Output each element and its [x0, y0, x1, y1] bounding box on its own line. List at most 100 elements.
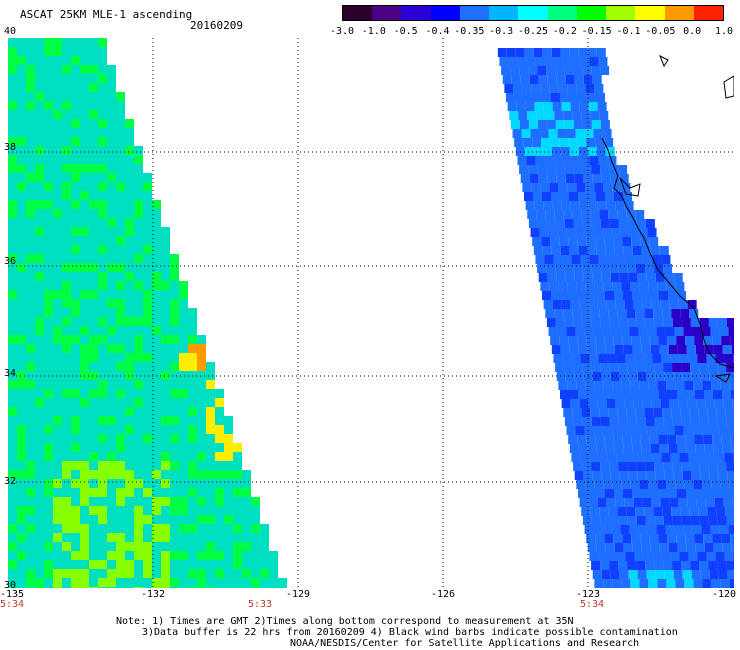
- swath-pixel: [26, 560, 35, 569]
- swath-pixel: [35, 92, 44, 101]
- swath-pixel: [260, 542, 269, 551]
- swath-pixel: [215, 407, 224, 416]
- swath-pixel: [80, 119, 89, 128]
- swath-pixel: [26, 515, 35, 524]
- swath-pixel: [125, 155, 134, 164]
- swath-pixel: [568, 336, 578, 345]
- swath-pixel: [53, 164, 62, 173]
- note-line-1: Note: 1) Times are GMT 2)Times along bot…: [116, 616, 574, 627]
- swath-pixel: [35, 470, 44, 479]
- swath-pixel: [582, 120, 592, 129]
- swath-pixel: [80, 254, 89, 263]
- swath-pixel: [98, 308, 107, 317]
- swath-pixel: [26, 245, 35, 254]
- swath-pixel: [62, 587, 71, 588]
- swath-pixel: [26, 74, 35, 83]
- swath-pixel: [44, 344, 53, 353]
- swath-pixel: [89, 461, 98, 470]
- colorbar-tick-label: -0.1: [616, 26, 641, 37]
- swath-pixel: [71, 101, 80, 110]
- swath-pixel: [632, 489, 641, 498]
- swath-pixel: [188, 317, 197, 326]
- swath-pixel: [98, 146, 107, 155]
- swath-pixel: [44, 290, 53, 299]
- swath-pixel: [71, 479, 80, 488]
- swath-pixel: [161, 389, 170, 398]
- swath-pixel: [143, 218, 152, 227]
- swath-pixel: [546, 318, 556, 327]
- swath-pixel: [98, 128, 107, 137]
- swath-pixel: [584, 228, 594, 237]
- swath-pixel: [26, 569, 35, 578]
- swath-pixel: [8, 389, 17, 398]
- swath-pixel: [646, 273, 656, 282]
- swath-pixel: [215, 452, 224, 461]
- swath-pixel: [696, 498, 706, 507]
- swath-pixel: [515, 93, 524, 102]
- swath-pixel: [71, 299, 80, 308]
- swath-pixel: [125, 416, 134, 425]
- swath-pixel: [251, 497, 260, 506]
- swath-pixel: [71, 569, 80, 578]
- swath-pixel: [589, 552, 599, 561]
- swath-pixel: [80, 299, 89, 308]
- swath-pixel: [8, 299, 17, 308]
- swath-pixel: [107, 254, 116, 263]
- swath-pixel: [26, 182, 35, 191]
- swath-pixel: [677, 543, 687, 552]
- swath-pixel: [26, 452, 35, 461]
- swath-pixel: [686, 543, 696, 552]
- swath-pixel: [53, 488, 62, 497]
- swath-pixel: [17, 488, 26, 497]
- swath-pixel: [71, 587, 80, 588]
- swath-pixel: [89, 389, 98, 398]
- swath-pixel: [53, 83, 62, 92]
- swath-pixel: [125, 335, 134, 344]
- swath-pixel: [584, 327, 594, 336]
- swath-pixel: [17, 92, 26, 101]
- swath-pixel: [224, 515, 233, 524]
- swath-pixel: [629, 426, 639, 435]
- swath-pixel: [587, 93, 596, 102]
- swath-pixel: [732, 498, 734, 507]
- swath-pixel: [179, 551, 188, 560]
- swath-pixel: [125, 137, 134, 146]
- swath-pixel: [143, 587, 152, 588]
- swath-pixel: [107, 236, 116, 245]
- swath-pixel: [661, 552, 671, 561]
- swath-pixel: [605, 147, 615, 156]
- swath-pixel: [651, 399, 661, 408]
- swath-pixel: [725, 507, 734, 516]
- swath-pixel: [143, 380, 152, 389]
- swath-pixel: [107, 443, 116, 452]
- swath-pixel: [62, 299, 71, 308]
- swath-pixel: [623, 345, 633, 354]
- swath-pixel: [98, 227, 107, 236]
- swath-pixel: [665, 426, 675, 435]
- swath-pixel: [80, 587, 89, 588]
- note-line-2: 3)Data buffer is 22 hrs from 20160209 4)…: [142, 627, 678, 638]
- swath-pixel: [215, 461, 224, 470]
- swath-pixel: [528, 165, 538, 174]
- swath-pixel: [658, 435, 668, 444]
- swath-pixel: [62, 128, 71, 137]
- swath-pixel: [17, 101, 26, 110]
- swath-pixel: [635, 507, 645, 516]
- swath-pixel: [557, 327, 567, 336]
- swath-pixel: [717, 561, 727, 570]
- swath-pixel: [170, 542, 179, 551]
- swath-pixel: [636, 462, 646, 471]
- swath-pixel: [570, 300, 580, 309]
- swath-pixel: [672, 561, 682, 570]
- swath-pixel: [542, 192, 551, 201]
- swath-pixel: [611, 525, 621, 534]
- swath-pixel: [618, 219, 628, 228]
- swath-pixel: [80, 470, 89, 479]
- swath-pixel: [161, 452, 170, 461]
- swath-pixel: [152, 524, 161, 533]
- swath-pixel: [35, 407, 44, 416]
- swath-pixel: [721, 435, 731, 444]
- swath-pixel: [551, 93, 560, 102]
- swath-pixel: [179, 443, 188, 452]
- swath-pixel: [188, 326, 197, 335]
